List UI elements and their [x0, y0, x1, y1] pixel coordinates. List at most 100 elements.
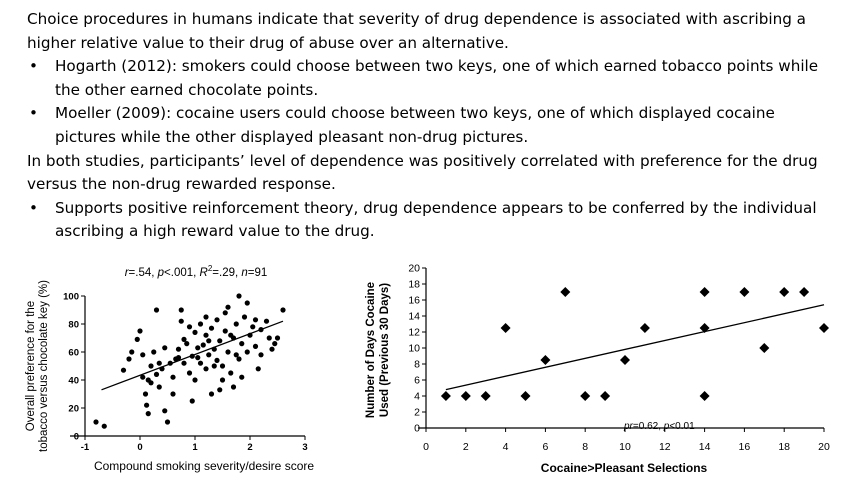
- bullet-icon: •: [29, 198, 38, 217]
- x-tick-label: 0: [137, 442, 142, 453]
- data-point: [219, 363, 226, 369]
- data-point: [192, 377, 198, 383]
- data-point: [739, 287, 750, 297]
- data-point: [162, 345, 168, 351]
- data-point: [819, 323, 829, 333]
- data-point: [239, 374, 245, 380]
- y-tick-label: 0: [414, 423, 420, 435]
- x-tick-label: -1: [81, 442, 90, 453]
- data-point: [134, 336, 140, 342]
- y-tick-label: 16: [408, 295, 420, 307]
- hogarth-axes: [70, 295, 306, 440]
- data-point: [206, 338, 212, 344]
- y-tick-label: 20: [68, 404, 79, 415]
- data-point: [540, 355, 551, 365]
- data-point: [460, 391, 471, 401]
- data-point: [280, 307, 286, 313]
- data-point: [208, 391, 215, 397]
- data-point: [269, 346, 275, 352]
- data-point: [699, 391, 710, 401]
- data-point: [759, 343, 770, 353]
- data-point: [137, 328, 143, 334]
- hogarth-stats-title: r=.54, p<.001, R2=.29, n=91: [125, 264, 268, 279]
- data-point: [639, 323, 650, 333]
- data-point: [244, 349, 250, 355]
- bullet-supports-text: Supports positive reinforcement theory, …: [55, 198, 817, 241]
- data-point: [186, 370, 193, 376]
- data-point: [170, 391, 176, 397]
- x-tick-label: 2: [247, 442, 252, 453]
- data-point: [480, 391, 491, 401]
- x-tick-label: 14: [699, 441, 711, 453]
- y-tick-label: 40: [68, 376, 79, 387]
- y-tick-label: 12: [408, 327, 420, 339]
- moeller-trendline: [445, 304, 825, 391]
- hogarth-points: [93, 293, 286, 429]
- data-point: [192, 329, 198, 335]
- data-point: [93, 419, 99, 425]
- data-point: [255, 366, 261, 372]
- moeller-tick-labels: 0 2 4 6 8 10 12 14 16 18 20 0 2 4 6 8 10 12 14 16 18 20: [408, 263, 830, 454]
- y-tick-label: 0: [74, 432, 79, 443]
- data-point: [148, 380, 154, 386]
- y-tick-label: 60: [68, 348, 79, 359]
- data-point: [520, 391, 531, 401]
- data-point: [175, 355, 182, 361]
- data-point: [178, 318, 184, 324]
- hogarth-y-axis-label-line1: Overall preference for the: [25, 301, 37, 431]
- data-point: [228, 370, 234, 376]
- data-point: [181, 360, 187, 366]
- y-tick-label: 80: [68, 320, 79, 331]
- data-point: [203, 314, 209, 320]
- data-point: [211, 363, 217, 369]
- data-point: [189, 398, 195, 404]
- data-point: [225, 304, 231, 310]
- data-point: [230, 384, 237, 390]
- data-point: [274, 335, 281, 341]
- data-point: [241, 314, 248, 320]
- data-point: [208, 325, 215, 331]
- data-point: [217, 387, 223, 393]
- bullet-moeller-text: Moeller (2009): cocaine users could choo…: [55, 104, 775, 146]
- moeller-y-axis-label-line1: Number of Days Cocaine: [365, 282, 377, 418]
- data-point: [560, 287, 571, 297]
- data-point: [101, 423, 107, 429]
- hogarth-trendline: [101, 320, 284, 391]
- data-point: [272, 341, 278, 347]
- data-point: [236, 356, 242, 362]
- y-tick-label: 20: [408, 263, 420, 275]
- data-point: [186, 324, 193, 330]
- data-point: [239, 341, 245, 347]
- data-point: [197, 360, 204, 366]
- data-point: [500, 323, 511, 333]
- data-point: [184, 341, 190, 347]
- data-point: [140, 352, 146, 358]
- data-point: [225, 349, 231, 355]
- data-point: [258, 352, 264, 358]
- data-point: [222, 310, 228, 316]
- data-point: [197, 321, 204, 327]
- bullet-supports: • Supports positive reinforcement theory…: [27, 197, 837, 244]
- data-point: [129, 349, 135, 355]
- x-tick-label: 0: [423, 441, 429, 453]
- data-point: [206, 352, 212, 358]
- data-point: [200, 342, 206, 348]
- hogarth-x-axis-label: Compound smoking severity/desire score: [94, 459, 314, 473]
- bullet-moeller: • Moeller (2009): cocaine users could ch…: [27, 102, 837, 149]
- x-tick-label: 1: [192, 442, 198, 453]
- data-point: [151, 349, 157, 355]
- y-tick-label: 2: [414, 407, 420, 419]
- data-point: [779, 287, 790, 297]
- data-point: [195, 345, 201, 351]
- data-point: [156, 384, 162, 390]
- data-point: [228, 332, 234, 338]
- data-point: [142, 391, 149, 397]
- x-tick-label: 8: [582, 441, 588, 453]
- moeller-y-axis-label-line2: Used (Previous 30 Days): [379, 283, 391, 417]
- data-point: [233, 352, 239, 358]
- data-point: [162, 408, 168, 414]
- data-point: [170, 374, 176, 380]
- data-point: [144, 402, 150, 408]
- data-point: [236, 293, 242, 299]
